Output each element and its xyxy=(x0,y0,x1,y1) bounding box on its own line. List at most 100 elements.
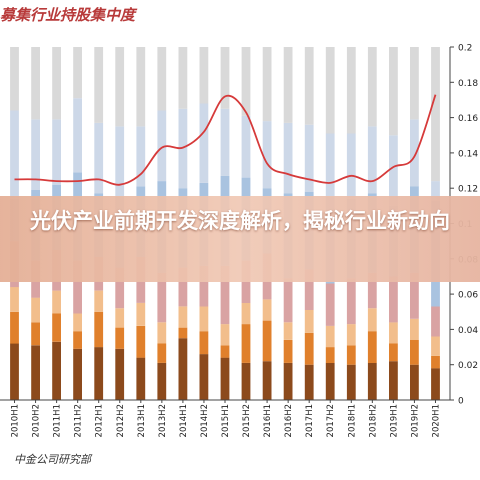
bar-segment xyxy=(10,110,19,199)
bar-segment xyxy=(410,119,419,187)
x-tick-label: 2010H2 xyxy=(32,404,42,437)
bar-segment xyxy=(157,322,167,344)
bar-segment xyxy=(367,47,377,127)
bar-segment xyxy=(178,267,188,307)
bar-segment xyxy=(199,306,209,332)
bar-segment xyxy=(283,362,293,400)
bar-segment xyxy=(52,313,61,342)
bar-segment xyxy=(346,133,356,199)
bar-segment xyxy=(73,47,82,99)
bar-segment xyxy=(304,364,314,400)
bar-segment xyxy=(73,331,82,349)
x-tick-label: 2014H2 xyxy=(200,404,210,437)
bar-segment xyxy=(220,357,230,400)
bar-segment xyxy=(220,324,230,346)
bar-segment xyxy=(199,354,209,400)
bar-segment xyxy=(10,343,19,400)
bar-segment xyxy=(367,308,377,332)
x-tick-label: 2015H2 xyxy=(242,404,252,437)
bar-segment xyxy=(31,345,40,400)
chart-title: 募集行业持股集中度 xyxy=(0,6,136,24)
bar-segment xyxy=(52,119,61,185)
bar-segment xyxy=(389,343,398,362)
bar-segment xyxy=(367,126,377,194)
y-tick-label: 0.16 xyxy=(458,114,478,124)
bar-segment xyxy=(115,348,125,400)
bar-segment xyxy=(178,47,188,109)
bar-segment xyxy=(325,133,335,197)
bar-segment xyxy=(136,47,146,127)
bar-segment xyxy=(136,126,146,187)
bar-segment xyxy=(283,340,293,363)
bar-segment xyxy=(115,126,125,197)
bar-segment xyxy=(431,47,440,182)
x-tick-label: 2011H1 xyxy=(53,404,63,437)
bar-segment xyxy=(367,272,377,309)
bar-segment xyxy=(325,283,335,326)
bar-segment xyxy=(157,343,167,363)
bar-segment xyxy=(31,119,40,190)
bar-segment xyxy=(31,297,40,323)
bar-segment xyxy=(220,345,230,358)
bar-segment xyxy=(325,347,335,363)
bar-segment xyxy=(52,341,61,400)
x-tick-label: 2014H1 xyxy=(179,404,189,437)
bar-segment xyxy=(389,361,398,400)
x-tick-label: 2012H1 xyxy=(95,404,105,437)
bar-segment xyxy=(389,276,398,323)
bar-segment xyxy=(431,181,440,201)
bar-segment xyxy=(431,306,440,337)
y-tick-label: 0.18 xyxy=(458,79,478,89)
bar-segment xyxy=(346,47,356,134)
bar-segment xyxy=(157,110,167,182)
bar-segment xyxy=(115,267,125,309)
bar-segment xyxy=(431,355,440,369)
bar-segment xyxy=(115,308,125,328)
x-tick-label: 2019H1 xyxy=(389,404,399,437)
bar-segment xyxy=(31,47,40,120)
bar-segment xyxy=(304,47,314,125)
bar-segment xyxy=(410,340,419,365)
bar-segment xyxy=(367,331,377,363)
bar-segment xyxy=(94,122,104,194)
y-tick-label: 0.02 xyxy=(458,361,478,371)
bar-segment xyxy=(73,313,82,332)
y-tick-label: 0.14 xyxy=(458,149,478,159)
bar-segment xyxy=(410,364,419,400)
bar-segment xyxy=(325,47,335,134)
x-tick-label: 2013H2 xyxy=(158,404,168,437)
bar-segment xyxy=(241,115,251,178)
y-tick-label: 0.06 xyxy=(458,291,478,301)
bar-segment xyxy=(52,47,61,120)
bar-segment xyxy=(178,306,188,328)
bar-segment xyxy=(10,287,19,312)
bar-segment xyxy=(283,278,293,323)
bar-segment xyxy=(52,290,61,314)
bar-segment xyxy=(199,47,209,104)
bar-segment xyxy=(94,290,104,312)
x-axis: 2010H1 2010H2 2011H1 2011H2 2012H1 2012H2 2013… xyxy=(0,399,450,437)
bar-segment xyxy=(241,324,251,363)
bar-segment xyxy=(178,338,188,400)
y-tick-label: 0.2 xyxy=(458,44,472,54)
bar-segment xyxy=(346,278,356,325)
x-tick-label: 2019H2 xyxy=(410,404,420,437)
bar-segment xyxy=(367,362,377,400)
bar-segment xyxy=(325,362,335,400)
bar-segment xyxy=(304,124,314,192)
bar-segment xyxy=(262,47,272,122)
bar-segment xyxy=(10,47,19,111)
bar-segment xyxy=(73,348,82,400)
bar-segment xyxy=(304,310,314,333)
bar-segment xyxy=(199,331,209,355)
bar-segment xyxy=(262,121,272,189)
bar-segment xyxy=(283,322,293,340)
bar-segment xyxy=(10,311,19,344)
bar-segment xyxy=(241,362,251,400)
headline-banner xyxy=(0,196,480,282)
bar-segment xyxy=(431,336,440,356)
concentration-line xyxy=(14,94,437,186)
bar-segment xyxy=(346,364,356,400)
bar-segment xyxy=(199,265,209,307)
bar-segment xyxy=(157,362,167,400)
